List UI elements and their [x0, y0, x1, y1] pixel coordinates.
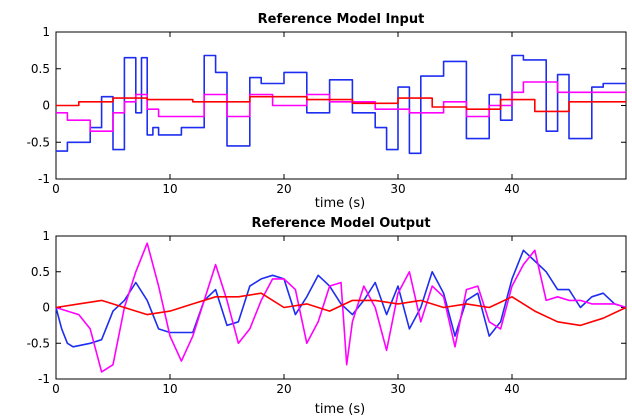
x-tick-label: 0: [52, 182, 60, 196]
plot-reference-model-input: Reference Model Input 0 10 20 30 40 -1 -0.5 0 0.…: [27, 12, 627, 211]
plot-area: [55, 31, 627, 180]
x-axis-label: time (s): [315, 196, 365, 211]
x-tick-label: 30: [390, 182, 405, 196]
plot-reference-model-output: Reference Model Output 0 10 20 30 40-1-0.500…: [27, 216, 627, 417]
y-tick-label: 0: [42, 99, 50, 113]
x-axis-label: time (s): [315, 402, 365, 417]
x-tick-label: 10: [162, 382, 177, 396]
axes: 0 10 20 30 40 -1 -0.5 0 0.5 1: [27, 229, 626, 396]
series-group: [55, 242, 627, 373]
y-tick-label: 1: [42, 25, 50, 39]
x-tick-label: 40: [504, 182, 519, 196]
series-line-3: [55, 292, 627, 327]
y-tick-label: -1: [38, 372, 50, 386]
axes: 0 10 20 30 40 -1 -0.5 0 0.5 1: [27, 25, 626, 196]
y-tick-label: 0: [42, 301, 50, 315]
x-tick-label: 0: [52, 382, 60, 396]
y-tick-label: 0.5: [31, 62, 50, 76]
chart-title: Reference Model Output: [251, 216, 430, 231]
x-tick-label: 20: [276, 182, 291, 196]
series-group: [56, 54, 626, 155]
series-line-2: [55, 242, 627, 373]
y-tick-label: 0.5: [31, 265, 50, 279]
x-tick-label: 40: [504, 382, 519, 396]
x-tick-label: 20: [276, 382, 291, 396]
x-tick-label: 10: [162, 182, 177, 196]
series-line-2: [56, 81, 626, 132]
y-tick-label: -1: [38, 172, 50, 186]
y-tick-label: -0.5: [27, 135, 50, 149]
x-tick-label: 30: [390, 382, 405, 396]
series-line-1: [55, 249, 627, 348]
y-tick-label: -0.5: [27, 336, 50, 350]
y-tick-label: 1: [42, 229, 50, 243]
chart-title: Reference Model Input: [258, 12, 425, 27]
series-line-1: [56, 54, 626, 155]
series-line-3: [56, 95, 626, 113]
